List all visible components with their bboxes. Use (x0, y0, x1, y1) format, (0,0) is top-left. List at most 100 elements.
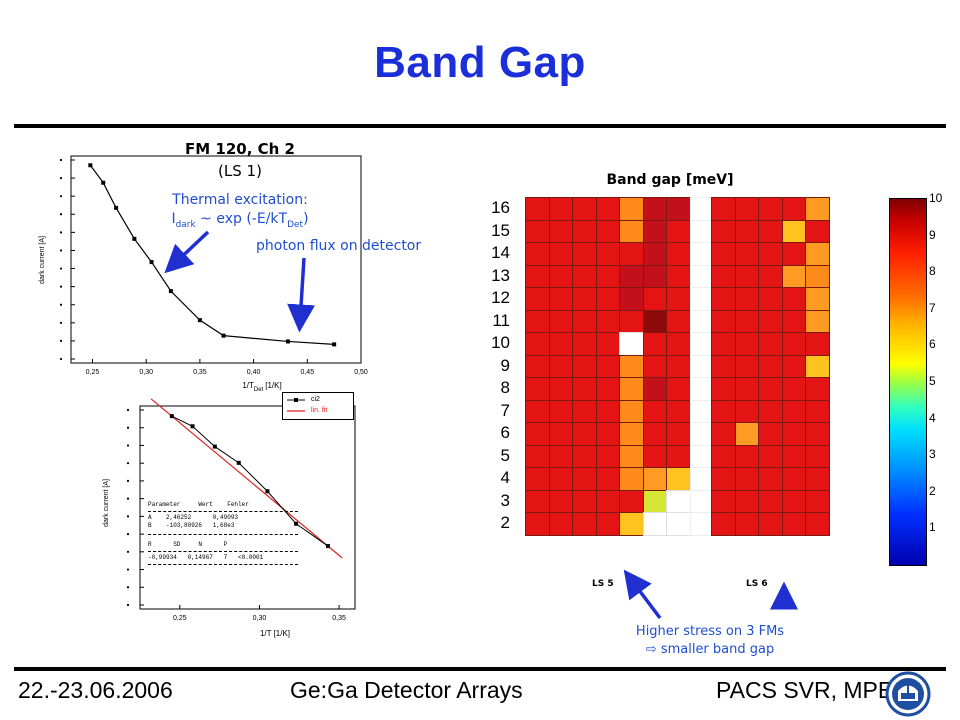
heatmap-cell-empty (689, 219, 713, 243)
heatmap-cell (572, 197, 597, 221)
footer-org: PACS SVR, MPE (716, 677, 894, 703)
heatmap-cell (666, 287, 691, 311)
heatmap-cell-empty (689, 377, 713, 401)
top-chart-series-line (89, 164, 335, 345)
heatmap-cell (666, 309, 691, 333)
heatmap-cell-empty (689, 512, 713, 536)
fit-table: Parameter Wert Fehler A 2,46252 0,49093 … (148, 501, 298, 567)
heatmap-cell (666, 489, 691, 513)
colorbar-tick-label: 4 (929, 410, 936, 425)
ls6-label: LS 6 (746, 579, 768, 589)
heatmap-cell (525, 309, 550, 333)
bottom-chart-xlabel: 1/T [1/K] (260, 629, 290, 638)
data-point (197, 318, 202, 323)
fit-table-header: Parameter Wert Fehler (148, 501, 249, 508)
y-tick-label (126, 497, 130, 500)
y-tick-label (126, 603, 130, 607)
heatmap-cell (734, 444, 759, 468)
heatmap-cell (525, 287, 550, 311)
y-tick-label (59, 339, 63, 343)
colorbar-tick-label: 8 (929, 264, 936, 279)
fit-table-row-a: A 2,46252 0,49093 (148, 514, 239, 521)
x-tick-label: 0,30 (139, 369, 153, 376)
heatmap-cell (572, 512, 597, 536)
heatmap-cell (666, 467, 691, 491)
heatmap-cell (805, 219, 830, 243)
heatmap-cell (619, 309, 644, 333)
heatmap-cell (781, 422, 806, 446)
data-point (285, 339, 290, 344)
data-point (132, 236, 137, 241)
heatmap-cell (619, 287, 644, 311)
heatmap-cell (595, 512, 620, 536)
heatmap-cell (572, 219, 597, 243)
heatmap-cell-empty (689, 264, 713, 288)
heatmap-cell-empty (689, 489, 713, 513)
heatmap-cell (642, 242, 667, 266)
heatmap-cell (758, 422, 783, 446)
heatmap-cell (572, 332, 597, 356)
heatmap-cell (548, 512, 573, 536)
heatmap-cell (734, 219, 759, 243)
heatmap-cell (619, 264, 644, 288)
heatmap-cell (781, 444, 806, 468)
heatmap-cell (595, 219, 620, 243)
heatmap-cell (595, 399, 620, 423)
heatmap-cell (525, 332, 550, 356)
heatmap-cell (548, 287, 573, 311)
heatmap-cell (666, 332, 691, 356)
heatmap-cell (781, 377, 806, 401)
chart-caption: FM 120, Ch 2 (185, 140, 295, 158)
heatmap-cell (548, 219, 573, 243)
heatmap-cell (781, 332, 806, 356)
heatmap-row-label: 5 (500, 445, 510, 465)
fit-table-row-b: B -103,80926 1,68e3 (148, 522, 235, 529)
colorbar (889, 198, 927, 566)
heatmap-cell (572, 242, 597, 266)
heatmap-cell (805, 489, 830, 513)
heatmap-cell (805, 332, 830, 356)
heatmap-cell (525, 264, 550, 288)
heatmap-cell (711, 377, 736, 401)
y-tick-label (126, 426, 130, 429)
slide-title: Band Gap (374, 38, 586, 87)
colorbar-tick-label: 6 (929, 337, 936, 352)
heatmap-cell (666, 422, 691, 446)
heatmap-cell (619, 422, 644, 446)
heatmap-cell (525, 467, 550, 491)
heatmap-cell-empty (689, 197, 713, 221)
y-tick-label (126, 532, 130, 536)
stress-annotation-sub: ⇨ smaller band gap (645, 642, 775, 657)
heatmap-cell (734, 399, 759, 423)
heatmap-cell (642, 332, 667, 356)
colorbar-tick-label: 1 (929, 520, 936, 535)
heatmap-cell (525, 444, 550, 468)
heatmap-row-label: 9 (500, 355, 510, 375)
y-tick-label (126, 408, 130, 412)
heatmap-cell (805, 467, 830, 491)
heatmap-cell (619, 467, 644, 491)
heatmap-row-label: 2 (500, 513, 510, 532)
heatmap-cell (711, 422, 736, 446)
heatmap-cell (805, 197, 830, 221)
heatmap-cell (734, 264, 759, 288)
bottom-chart: 0,25 0,30 0,35 dark current [A] 1/T [1/K] (103, 398, 356, 638)
colorbar-tick-label: 10 (929, 191, 943, 205)
heatmap-cell (711, 354, 736, 378)
data-point (332, 342, 337, 347)
y-tick-label (126, 462, 130, 465)
heatmap-row-label: 15 (491, 220, 510, 240)
heatmap-cell (734, 422, 759, 446)
heatmap-cell (711, 444, 736, 468)
heatmap-cell (525, 422, 550, 446)
heatmap-cell (595, 354, 620, 378)
heatmap-cell (758, 242, 783, 266)
heatmap-cell (734, 467, 759, 491)
y-tick-label (126, 444, 130, 447)
heatmap-cell-empty (689, 444, 713, 468)
heatmap-cell (642, 467, 667, 491)
heatmap-cell (781, 489, 806, 513)
heatmap-cell (666, 264, 691, 288)
heatmap-cell (734, 489, 759, 513)
heatmap-cell (642, 309, 667, 333)
